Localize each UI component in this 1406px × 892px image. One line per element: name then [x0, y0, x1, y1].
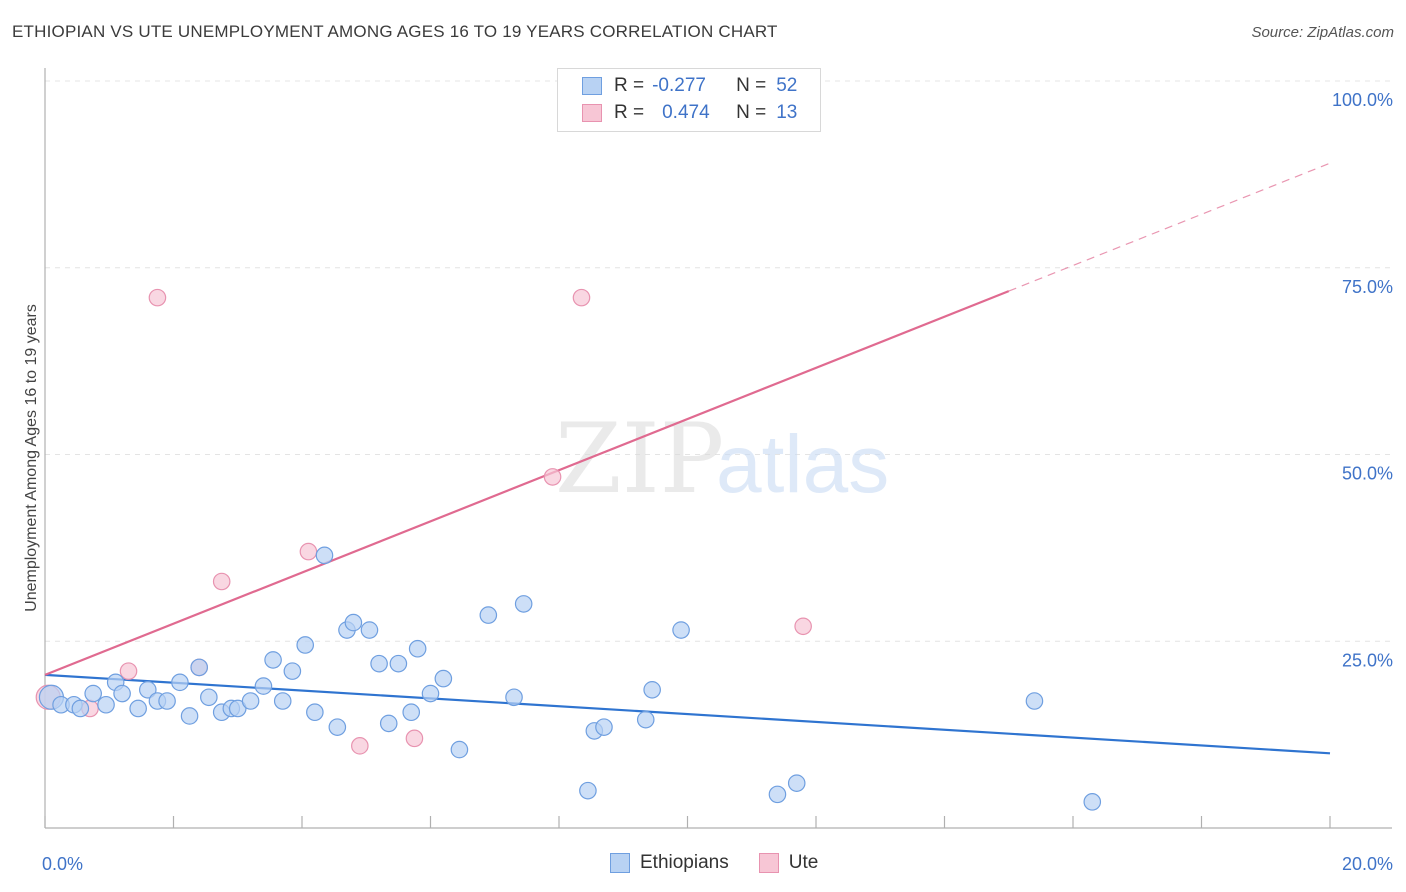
trend-line-ute — [44, 290, 1010, 676]
ethiopians-swatch — [610, 853, 630, 873]
ute-point — [543, 468, 562, 486]
ethiopians-point — [450, 740, 469, 759]
legend-r-label: R = — [614, 102, 645, 123]
ethiopians-point — [171, 673, 189, 692]
legend-n-label: N = — [736, 102, 767, 123]
ute-point — [212, 572, 231, 591]
ethiopians-point — [84, 684, 102, 703]
ute-point — [351, 737, 369, 755]
ethiopians-point — [402, 703, 421, 722]
ethiopians-point — [360, 621, 379, 639]
ethiopians-point — [97, 695, 115, 714]
legend-n-label: N = — [736, 75, 767, 96]
ethiopians-point — [1083, 793, 1102, 811]
tick-labels: 25.0% 50.0% 75.0% 100.0% 0.0% 20.0% — [42, 90, 1393, 874]
y-tick-label: 25.0% — [1342, 650, 1393, 670]
ethiopians-point — [434, 669, 453, 688]
legend-r-value: -0.277 — [652, 75, 706, 96]
ute-point — [405, 729, 424, 748]
ethiopians-point — [254, 677, 273, 695]
ute-point — [299, 542, 318, 561]
watermark-zip: ZIP — [555, 403, 724, 515]
y-tick-label: 100.0% — [1332, 90, 1393, 110]
ethiopians-point — [421, 684, 440, 703]
ute-swatch — [758, 853, 779, 873]
ethiopians-point — [479, 606, 498, 624]
legend-row-ethiopians: R = -0.277 N = 52 — [582, 73, 797, 99]
ute-point — [148, 288, 167, 307]
y-tick-label: 50.0% — [1342, 464, 1393, 484]
ethiopians-point — [579, 781, 597, 800]
ethiopians-point — [408, 639, 427, 658]
legend-r-value: 0.474 — [662, 102, 710, 123]
ute-point — [794, 617, 812, 636]
ethiopians-point — [370, 654, 388, 673]
ethiopians-point — [283, 662, 302, 680]
ethiopians-point — [328, 718, 347, 736]
watermark: ZIP atlas — [555, 403, 889, 515]
ethiopians-point — [505, 688, 523, 707]
grid-lines — [45, 80, 1392, 642]
ethiopians-point — [787, 774, 806, 792]
ethiopians-point — [190, 658, 208, 677]
source-label[interactable]: Source: ZipAtlas.com — [1251, 24, 1394, 41]
ethiopians-point — [315, 546, 334, 565]
ethiopians-point — [264, 651, 282, 669]
ethiopians-point — [129, 699, 147, 718]
legend-swatch-pink — [582, 104, 602, 122]
ethiopians-point — [595, 718, 613, 736]
ute-label: Ute — [788, 852, 819, 873]
series-legend: Ethiopians Ute — [610, 852, 848, 874]
ethiopians-point — [158, 692, 176, 710]
ethiopians-point — [306, 703, 324, 722]
ethiopians-point — [180, 707, 199, 725]
ethiopians-point — [636, 710, 655, 729]
ethiopians-point — [389, 654, 408, 673]
ethiopians-point — [672, 621, 690, 639]
legend-swatch-blue — [582, 77, 602, 95]
watermark-atlas: atlas — [716, 419, 889, 510]
trend-line-extension — [1008, 162, 1331, 292]
points — [35, 72, 1102, 811]
ethiopians-point — [113, 684, 131, 703]
ethiopians-point — [273, 692, 292, 710]
legend-n-value: 52 — [776, 75, 798, 96]
ethiopians-point — [514, 595, 533, 613]
y-axis-label: Unemployment Among Ages 16 to 19 years — [23, 304, 40, 612]
series-legend-ethiopians[interactable]: Ethiopians — [610, 852, 729, 874]
ethiopians-point — [296, 636, 315, 654]
y-tick-label: 75.0% — [1342, 277, 1393, 297]
ethiopians-point — [139, 681, 157, 699]
ethiopians-point — [379, 714, 398, 733]
x-tick-label: 0.0% — [42, 854, 83, 874]
x-tick-label: 20.0% — [1342, 854, 1393, 874]
legend-n-value: 13 — [776, 102, 798, 123]
ethiopians-point — [768, 785, 787, 804]
legend-row-ute: R = 0.474 N = 13 — [582, 100, 797, 126]
ute-point — [572, 288, 591, 307]
ethiopians-point — [200, 688, 218, 707]
series-legend-ute[interactable]: Ute — [758, 852, 819, 874]
chart-title: ETHIOPIAN VS UTE UNEMPLOYMENT AMONG AGES… — [12, 22, 778, 41]
legend-r-label: R = — [614, 75, 645, 96]
ethiopians-point — [241, 692, 260, 710]
ethiopians-point — [643, 681, 661, 699]
correlation-legend: R = -0.277 N = 52 R = 0.474 N = 13 — [557, 68, 821, 132]
ute-point — [119, 662, 138, 680]
ethiopians-point — [344, 613, 363, 632]
ethiopians-label: Ethiopians — [640, 852, 729, 873]
ethiopians-point — [71, 699, 90, 718]
ethiopians-point — [1025, 692, 1044, 710]
